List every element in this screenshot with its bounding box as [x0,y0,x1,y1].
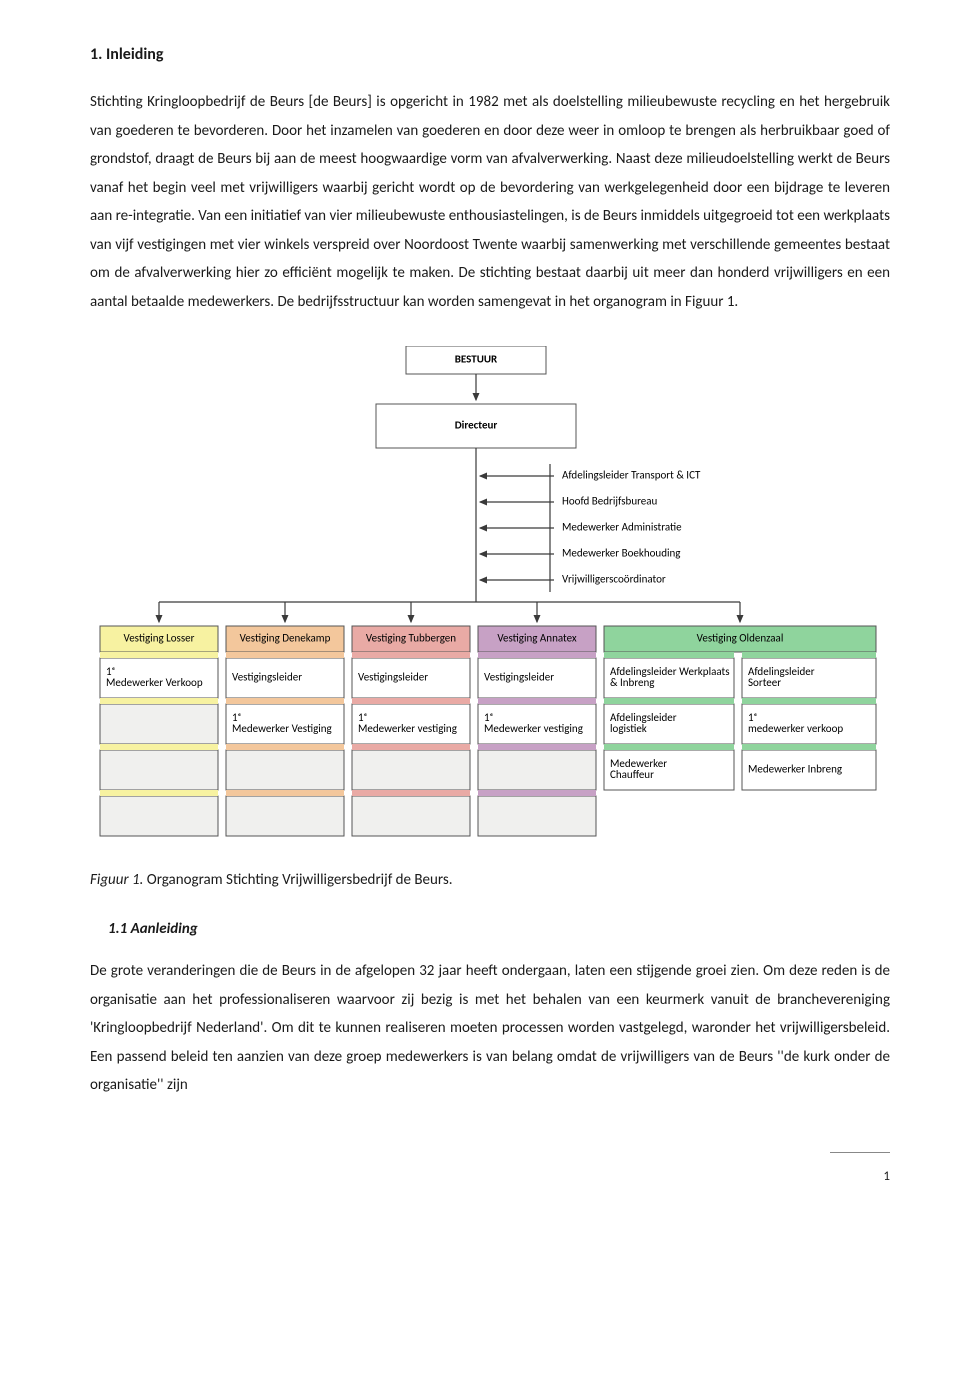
svg-text:Sorteer: Sorteer [748,677,781,690]
intro-paragraph: Stichting Kringloopbedrijf de Beurs [de … [90,88,890,316]
svg-text:Vestiging Annatex: Vestiging Annatex [497,632,577,645]
svg-text:Vestiging Oldenzaal: Vestiging Oldenzaal [697,632,784,645]
svg-text:Medewerker vestiging: Medewerker vestiging [484,723,583,736]
svg-text:Medewerker Administratie: Medewerker Administratie [562,521,682,534]
svg-text:Vestiging Tubbergen: Vestiging Tubbergen [366,632,456,645]
svg-text:Medewerker Inbreng: Medewerker Inbreng [748,763,842,776]
page-footer: 1 [90,1140,890,1189]
svg-text:Medewerker vestiging: Medewerker vestiging [358,723,457,736]
figure-text: Organogram Stichting Vrijwilligersbedrij… [143,871,452,889]
subheading-aanleiding: 1.1 Aanleiding [108,915,890,944]
svg-text:Vestigingsleider: Vestigingsleider [484,671,554,684]
figure-caption: Figuur 1. Organogram Stichting Vrijwilli… [90,866,890,895]
svg-text:& Inbreng: & Inbreng [610,677,654,690]
svg-text:Medewerker Boekhouding: Medewerker Boekhouding [562,547,680,560]
page-number: 1 [90,1165,890,1190]
svg-text:Vestigingsleider: Vestigingsleider [358,671,428,684]
svg-text:Directeur: Directeur [455,419,498,432]
svg-text:Afdelingsleider Transport & IC: Afdelingsleider Transport & ICT [562,469,701,482]
svg-text:Medewerker Verkoop: Medewerker Verkoop [106,677,203,690]
svg-text:Vestigingsleider: Vestigingsleider [232,671,302,684]
svg-text:Vestiging Denekamp: Vestiging Denekamp [240,632,331,645]
svg-text:Vrijwilligerscoördinator: Vrijwilligerscoördinator [562,573,666,586]
svg-text:Chauffeur: Chauffeur [610,769,654,782]
svg-text:medewerker verkoop: medewerker verkoop [748,723,843,736]
svg-text:Hoofd Bedrijfsbureau: Hoofd Bedrijfsbureau [562,495,658,508]
svg-text:logistiek: logistiek [610,723,647,736]
svg-text:Vestiging Losser: Vestiging Losser [124,632,195,645]
aanleiding-paragraph: De grote veranderingen die de Beurs in d… [90,957,890,1100]
organogram-figure: BESTUUR Directeur Afdelingsleider Transpor… [90,346,890,846]
figure-number: Figuur 1. [90,871,143,889]
svg-text:BESTUUR: BESTUUR [455,353,498,366]
svg-text:Medewerker Vestiging: Medewerker Vestiging [232,723,332,736]
organogram-svg: BESTUUR Directeur Afdelingsleider Transpor… [90,346,890,846]
page-heading: 1. Inleiding [90,40,890,70]
